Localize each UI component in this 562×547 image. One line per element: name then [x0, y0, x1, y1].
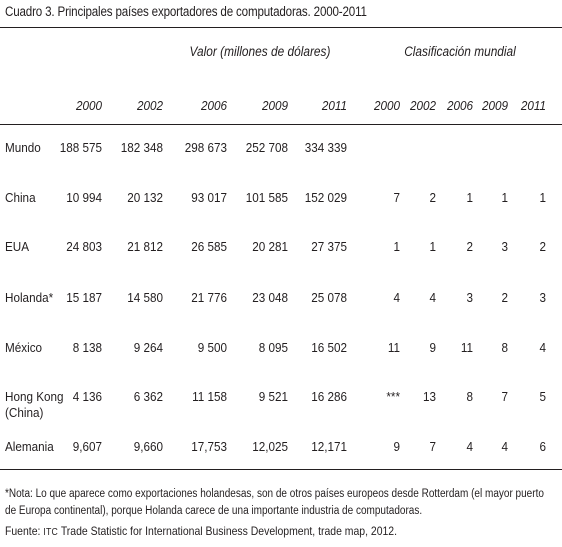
value-cell: 9 264 — [133, 340, 163, 355]
rank-cell: 4 — [466, 439, 473, 454]
rank-cell: 7 — [429, 439, 436, 454]
country-label: China — [5, 190, 36, 205]
country-label: Mundo — [5, 140, 41, 155]
value-cell: 9 521 — [258, 389, 288, 404]
value-cell: 27 375 — [311, 239, 347, 254]
rank-cell: *** — [386, 389, 400, 404]
rank-year-header: 2000 — [373, 98, 400, 113]
header-rule — [0, 124, 562, 125]
rank-cell: 3 — [466, 290, 473, 305]
clasificacion-group-header: Clasificación mundial — [404, 44, 516, 59]
value-cell: 8 095 — [258, 340, 288, 355]
rank-cell: 8 — [466, 389, 473, 404]
value-cell: 6 362 — [133, 389, 163, 404]
valor-year-header: 2006 — [200, 98, 227, 113]
rank-cell: 7 — [501, 389, 508, 404]
rank-cell: 4 — [429, 290, 436, 305]
value-cell: 93 017 — [191, 190, 227, 205]
country-label: México — [5, 340, 43, 355]
value-cell: 17,753 — [191, 439, 227, 454]
rank-cell: 1 — [393, 239, 400, 254]
rank-cell: 2 — [429, 190, 436, 205]
value-cell: 21 812 — [127, 239, 163, 254]
valor-year-header: 2000 — [75, 98, 102, 113]
rank-year-header: 2009 — [481, 98, 508, 113]
country-label: Holanda* — [5, 290, 54, 305]
value-cell: 101 585 — [245, 190, 288, 205]
rank-cell: 3 — [539, 290, 546, 305]
rank-cell: 4 — [393, 290, 400, 305]
value-cell: 24 803 — [66, 239, 102, 254]
value-cell: 152 029 — [304, 190, 347, 205]
rank-cell: 13 — [422, 389, 436, 404]
rank-year-header: 2006 — [446, 98, 473, 113]
value-cell: 252 708 — [245, 140, 288, 155]
rank-cell: 8 — [501, 340, 508, 355]
rank-cell: 4 — [501, 439, 508, 454]
footnote: *Nota: Lo que aparece como exportaciones… — [5, 488, 544, 517]
bottom-rule — [0, 469, 562, 470]
valor-year-header: 2002 — [136, 98, 163, 113]
value-cell: 15 187 — [66, 290, 102, 305]
value-cell: 12,025 — [252, 439, 288, 454]
rank-cell: 1 — [429, 239, 436, 254]
valor-group-header: Valor (millones de dólares) — [189, 44, 331, 59]
rank-year-header: 2002 — [409, 98, 436, 113]
value-cell: 20 132 — [127, 190, 163, 205]
rank-cell: 9 — [393, 439, 400, 454]
source-rest: Trade Statistic for International Busine… — [58, 524, 398, 538]
rank-cell: 3 — [501, 239, 508, 254]
value-cell: 9,660 — [133, 439, 163, 454]
value-cell: 16 286 — [311, 389, 347, 404]
value-cell: 14 580 — [127, 290, 163, 305]
country-label: Hong Kong — [5, 389, 64, 404]
rank-cell: 11 — [387, 340, 400, 355]
rank-cell: 2 — [466, 239, 473, 254]
value-cell: 23 048 — [252, 290, 288, 305]
rank-cell: 11 — [460, 340, 473, 355]
rank-cell: 7 — [393, 190, 400, 205]
rank-year-header: 2011 — [520, 98, 546, 113]
value-cell: 8 138 — [72, 340, 102, 355]
value-cell: 182 348 — [120, 140, 163, 155]
value-cell: 21 776 — [191, 290, 227, 305]
country-label: Alemania — [5, 439, 54, 454]
rank-cell: 1 — [539, 190, 546, 205]
valor-year-header: 2011 — [321, 98, 347, 113]
value-cell: 12,171 — [311, 439, 347, 454]
value-cell: 26 585 — [191, 239, 227, 254]
rank-cell: 2 — [501, 290, 508, 305]
rank-cell: 4 — [539, 340, 546, 355]
source-org: ITC — [43, 527, 59, 538]
top-rule — [0, 27, 562, 28]
table-title: Cuadro 3. Principales países exportadore… — [5, 4, 367, 19]
value-cell: 298 673 — [184, 140, 227, 155]
source-prefix: Fuente: — [5, 524, 44, 538]
value-cell: 4 136 — [72, 389, 102, 404]
rank-cell: 1 — [466, 190, 473, 205]
value-cell: 9,607 — [72, 439, 102, 454]
rank-cell: 6 — [539, 439, 546, 454]
value-cell: 10 994 — [66, 190, 102, 205]
rank-cell: 5 — [539, 389, 546, 404]
value-cell: 25 078 — [311, 290, 347, 305]
valor-year-header: 2009 — [261, 98, 288, 113]
value-cell: 16 502 — [311, 340, 347, 355]
value-cell: 334 339 — [304, 140, 347, 155]
value-cell: 9 500 — [197, 340, 227, 355]
value-cell: 20 281 — [252, 239, 288, 254]
country-label: EUA — [5, 239, 30, 254]
value-cell: 188 575 — [59, 140, 102, 155]
rank-cell: 1 — [501, 190, 508, 205]
rank-cell: 2 — [539, 239, 546, 254]
rank-cell: 9 — [429, 340, 436, 355]
value-cell: 11 158 — [192, 389, 227, 404]
country-label: (China) — [5, 405, 44, 420]
source-line: Fuente: ITC Trade Statistic for Internat… — [5, 524, 397, 538]
